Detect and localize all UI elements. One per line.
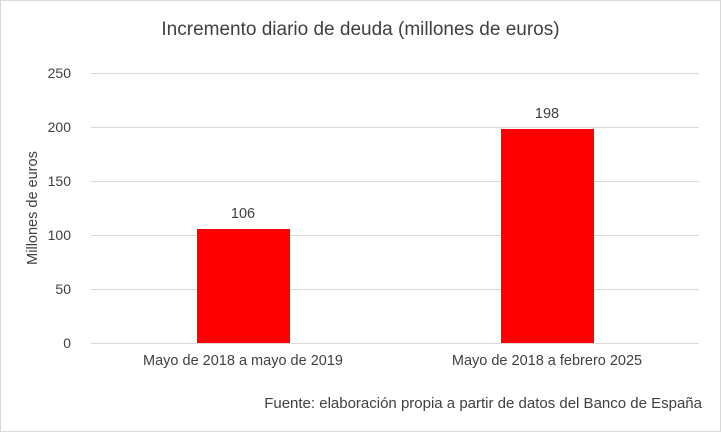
source-note: Fuente: elaboración propia a partir de d…	[264, 395, 702, 412]
gridline	[91, 127, 699, 128]
plot-area: 106 198	[91, 73, 699, 344]
gridline	[91, 73, 699, 74]
bar	[196, 228, 290, 343]
gridline	[91, 343, 699, 344]
y-tick-label: 100	[47, 227, 71, 243]
gridline	[91, 181, 699, 182]
y-tick-label: 0	[63, 335, 71, 351]
gridline	[91, 289, 699, 290]
bar-group: 198	[395, 73, 699, 343]
bar	[500, 129, 594, 343]
y-tick-label: 50	[55, 281, 71, 297]
bars-container: 106 198	[91, 73, 699, 343]
bar-value-label: 198	[534, 106, 560, 123]
chart-title: Incremento diario de deuda (millones de …	[161, 19, 560, 40]
bar-group: 106	[91, 73, 395, 343]
y-axis: 250 200 150 100 50 0	[1, 65, 83, 351]
x-axis-label: Mayo de 2018 a febrero 2025	[451, 353, 643, 369]
y-tick-label: 250	[47, 65, 71, 81]
y-tick-label: 200	[47, 119, 71, 135]
bar-value-label: 106	[230, 205, 256, 222]
gridline	[91, 235, 699, 236]
x-axis: Mayo de 2018 a mayo de 2019 Mayo de 2018…	[91, 353, 699, 369]
y-tick-label: 150	[47, 173, 71, 189]
x-axis-label: Mayo de 2018 a mayo de 2019	[143, 353, 343, 369]
